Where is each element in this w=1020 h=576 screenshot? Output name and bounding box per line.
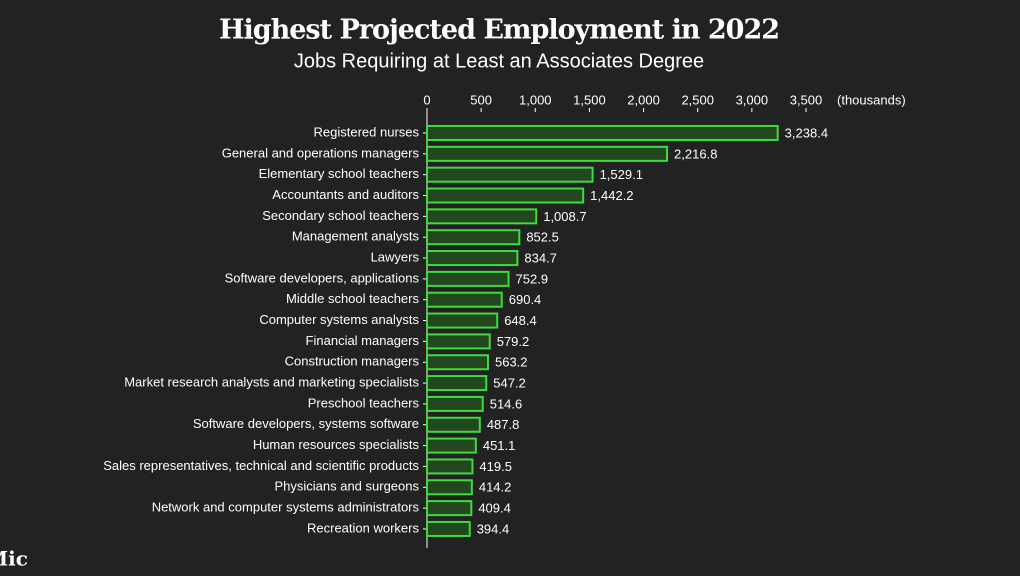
y-tick-label: Computer systems analysts bbox=[259, 312, 419, 327]
value-label: 2,216.8 bbox=[674, 146, 717, 161]
x-tick-label: 1,000 bbox=[519, 92, 552, 107]
value-label: 834.7 bbox=[524, 250, 557, 265]
bar bbox=[426, 500, 473, 517]
value-label: 409.4 bbox=[478, 501, 511, 516]
y-tick-label: Network and computer systems administrat… bbox=[152, 500, 420, 515]
value-label: 579.2 bbox=[497, 334, 530, 349]
y-tick-label: Construction managers bbox=[285, 354, 420, 369]
y-tick-label: Human resources specialists bbox=[253, 437, 420, 452]
bar bbox=[426, 312, 499, 329]
bar bbox=[426, 333, 491, 350]
bar bbox=[426, 354, 489, 371]
logo: Mic bbox=[0, 547, 28, 571]
x-tick-label: 3,500 bbox=[790, 92, 823, 107]
y-tick-label: Market research analysts and marketing s… bbox=[124, 375, 419, 390]
chart-subtitle: Jobs Requiring at Least an Associates De… bbox=[294, 50, 704, 72]
bar bbox=[426, 187, 585, 204]
bar bbox=[426, 479, 473, 496]
value-label: 3,238.4 bbox=[785, 125, 828, 140]
value-label: 394.4 bbox=[477, 521, 510, 536]
x-tick-label: 500 bbox=[470, 92, 492, 107]
x-tick-label: 1,500 bbox=[573, 92, 606, 107]
value-label: 1,008.7 bbox=[543, 209, 586, 224]
chart-title: Highest Projected Employment in 2022 bbox=[219, 15, 779, 46]
bar bbox=[426, 458, 474, 475]
bar bbox=[426, 229, 521, 246]
bar bbox=[426, 395, 484, 412]
y-tick-label: Software developers, applications bbox=[225, 270, 420, 285]
bar bbox=[426, 250, 519, 267]
value-label: 451.1 bbox=[483, 438, 516, 453]
value-label: 563.2 bbox=[495, 355, 528, 370]
y-tick-label: Elementary school teachers bbox=[259, 166, 420, 181]
bar bbox=[426, 125, 779, 141]
bar bbox=[426, 145, 669, 162]
x-tick-label: 2,500 bbox=[681, 92, 714, 107]
x-tick-label: 3,000 bbox=[736, 92, 769, 107]
y-tick-label: Sales representatives, technical and sci… bbox=[103, 458, 419, 473]
y-tick-label: Preschool teachers bbox=[308, 395, 420, 410]
y-tick-label: Financial managers bbox=[306, 333, 420, 348]
bar bbox=[426, 291, 503, 308]
y-tick-label: Software developers, systems software bbox=[193, 416, 419, 431]
value-label: 690.4 bbox=[509, 292, 542, 307]
x-tick-label: 2,000 bbox=[627, 92, 660, 107]
value-label: 547.2 bbox=[493, 376, 526, 391]
y-tick-label: Middle school teachers bbox=[286, 291, 419, 306]
value-label: 1,442.2 bbox=[590, 188, 633, 203]
y-tick-label: Accountants and auditors bbox=[272, 187, 419, 202]
y-tick-label: Lawyers bbox=[371, 249, 420, 264]
y-tick-label: Secondary school teachers bbox=[262, 208, 419, 223]
value-label: 419.5 bbox=[479, 459, 512, 474]
unit-label: (thousands) bbox=[837, 92, 906, 107]
value-label: 514.6 bbox=[490, 396, 523, 411]
value-label: 752.9 bbox=[516, 271, 549, 286]
value-label: 852.5 bbox=[526, 230, 559, 245]
y-tick-label: Management analysts bbox=[292, 229, 420, 244]
bar bbox=[426, 520, 471, 537]
value-label: 648.4 bbox=[504, 313, 537, 328]
bar bbox=[426, 166, 594, 183]
y-tick-label: Physicians and surgeons bbox=[274, 479, 419, 494]
y-tick-label: Recreation workers bbox=[307, 520, 419, 535]
y-tick-label: Registered nurses bbox=[314, 124, 420, 139]
bar bbox=[426, 437, 477, 454]
bar bbox=[426, 270, 510, 287]
y-tick-label: General and operations managers bbox=[222, 145, 420, 160]
x-tick-label: 0 bbox=[423, 92, 430, 107]
bar bbox=[426, 208, 538, 225]
value-label: 487.8 bbox=[487, 417, 520, 432]
bar bbox=[426, 375, 488, 392]
bar bbox=[426, 416, 481, 433]
value-label: 414.2 bbox=[479, 480, 512, 495]
value-label: 1,529.1 bbox=[600, 167, 643, 182]
